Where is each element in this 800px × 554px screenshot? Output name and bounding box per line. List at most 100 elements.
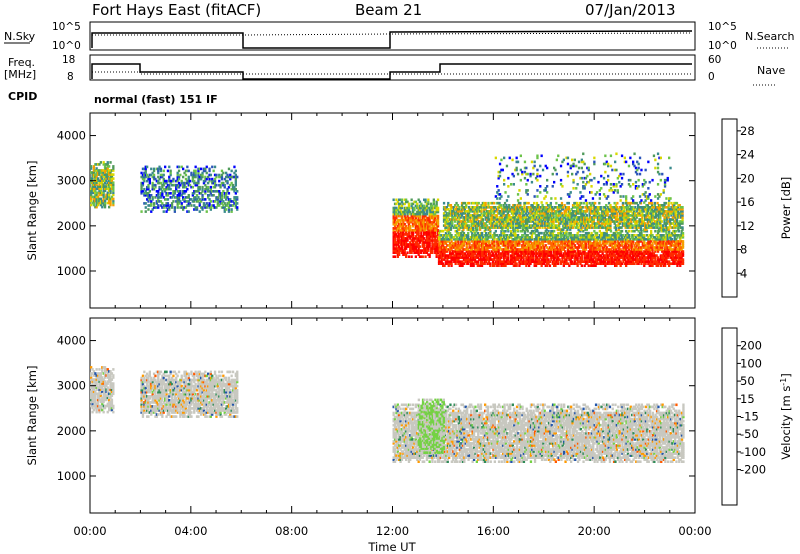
power-cell: [429, 231, 433, 234]
power-cell: [454, 204, 457, 207]
power-cell: [227, 198, 231, 201]
power-cell: [406, 251, 409, 254]
power-cell: [656, 260, 660, 263]
power-cell: [550, 254, 553, 257]
power-cell: [446, 254, 449, 257]
power-cell: [165, 179, 168, 183]
power-cell: [176, 206, 179, 209]
power-cell: [421, 235, 424, 238]
power-cell: [577, 254, 581, 257]
power-cell: [218, 183, 221, 187]
power-cell: [609, 248, 613, 251]
power-cell: [502, 214, 505, 217]
power-cell: [184, 185, 188, 189]
power-cell: [522, 244, 525, 247]
power-cell: [402, 210, 405, 214]
power-cell: [638, 234, 642, 237]
power-cell: [571, 238, 574, 241]
power-cell: [583, 258, 586, 261]
power-cell: [554, 234, 557, 237]
power-cell: [92, 185, 96, 188]
power-cell: [218, 194, 221, 197]
power-cell: [542, 222, 545, 225]
power-cell: [395, 233, 398, 236]
power-cell: [524, 228, 527, 231]
power-cell: [109, 203, 112, 207]
power-cell: [485, 258, 488, 261]
power-cell: [556, 228, 559, 231]
power-cell: [590, 248, 593, 251]
power-cell: [467, 236, 470, 239]
power-cell: [518, 248, 521, 251]
power-cell: [449, 231, 452, 235]
power-cell: [473, 208, 476, 211]
power-cell: [534, 214, 537, 217]
power-cell: [587, 246, 590, 249]
power-cell: [183, 181, 186, 185]
power-cell: [418, 200, 422, 204]
power-cell: [577, 240, 581, 243]
power-cell: [188, 183, 192, 187]
power-cell: [544, 240, 547, 243]
power-cell: [454, 212, 457, 215]
power-cell: [555, 238, 558, 241]
power-cell: [399, 241, 402, 244]
power-cell: [504, 254, 507, 257]
power-cell: [609, 252, 613, 255]
power-cell: [161, 190, 164, 193]
power-cell: [155, 190, 158, 193]
power-cell: [230, 169, 233, 173]
power-cell: [413, 251, 416, 254]
power-cell: [625, 260, 628, 263]
power-cell: [175, 196, 178, 199]
power-cell: [601, 248, 604, 251]
power-cell: [462, 234, 466, 237]
power-cell: [395, 227, 398, 230]
power-cell: [407, 245, 411, 248]
power-cell: [679, 248, 682, 251]
power-cell: [558, 226, 561, 229]
power-cell: [572, 262, 575, 265]
power-cell: [187, 194, 190, 197]
power-cell: [573, 220, 576, 223]
power-cell: [607, 254, 610, 257]
freq-panel: [89, 54, 696, 81]
power-cell: [608, 236, 611, 239]
power-cell: [543, 250, 546, 253]
power-cell: [630, 234, 633, 237]
power-cell: [146, 185, 149, 189]
power-cell: [510, 254, 513, 257]
power-cell: [544, 238, 547, 241]
power-cell: [476, 244, 479, 247]
power-cell: [560, 204, 564, 207]
power-cell: [529, 244, 532, 247]
power-cell: [604, 242, 607, 245]
power-cell: [460, 210, 464, 213]
power-cell: [495, 222, 498, 225]
power-cell: [98, 179, 101, 182]
power-cell: [521, 260, 524, 263]
power-cell: [140, 181, 143, 185]
power-cell: [105, 185, 108, 188]
power-cell: [607, 240, 610, 243]
power-cell: [497, 238, 500, 241]
power-cell: [673, 262, 676, 265]
power-cell: [91, 201, 94, 205]
power-cell: [577, 210, 580, 213]
power-cell: [487, 206, 490, 209]
power-cell: [540, 231, 543, 235]
power-cell: [417, 210, 420, 214]
power-cell: [557, 244, 560, 247]
power-cell: [554, 244, 557, 247]
power-cell: [669, 244, 672, 247]
power-cell: [655, 260, 658, 263]
power-cell: [407, 224, 411, 228]
power-cell: [447, 244, 450, 247]
power-cell: [487, 220, 490, 223]
power-cell: [647, 256, 650, 259]
power-cell: [528, 236, 531, 239]
power-cell: [530, 244, 534, 247]
power-cell: [661, 258, 664, 261]
power-cell: [548, 210, 551, 213]
power-cell: [643, 254, 646, 257]
